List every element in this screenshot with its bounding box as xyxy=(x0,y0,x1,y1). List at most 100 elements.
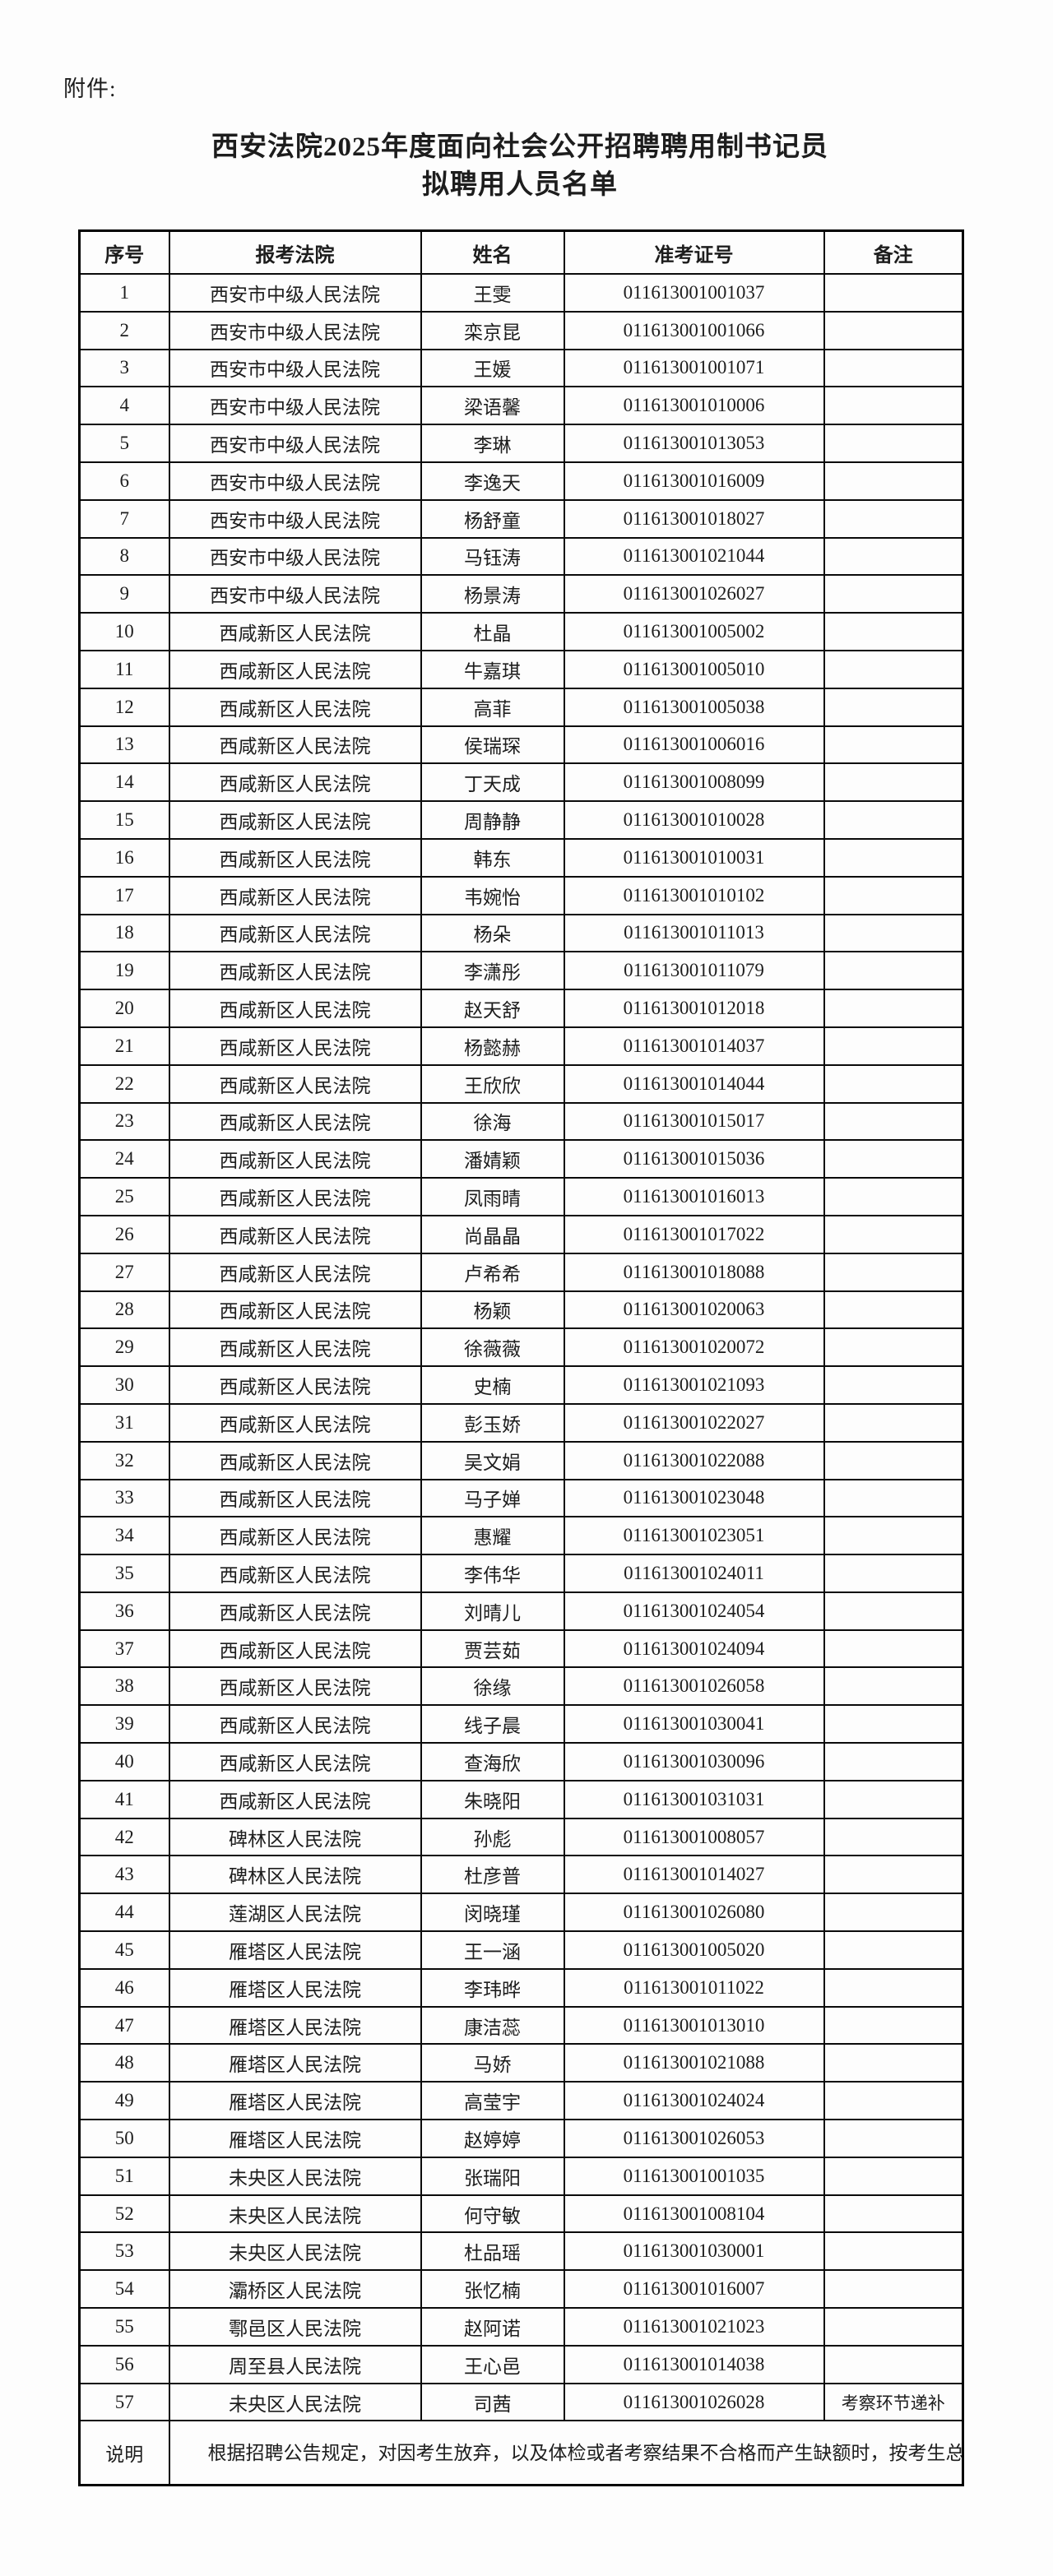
court-cell: 西咸新区人民法院 xyxy=(168,1063,422,1104)
name-cell: 卢希希 xyxy=(420,1252,565,1292)
remark-cell xyxy=(823,1290,964,1330)
name-cell: 梁语馨 xyxy=(420,386,565,426)
court-cell: 碑林区人民法院 xyxy=(168,1817,422,1857)
court-cell: 西咸新区人民法院 xyxy=(168,1742,422,1781)
table-row: 27 西咸新区人民法院 卢希希 011613001018088 xyxy=(78,1252,964,1292)
court-cell: 西咸新区人民法院 xyxy=(168,1704,422,1744)
table-row: 3 西安市中级人民法院 王媛 011613001001071 xyxy=(78,348,964,388)
table-row: 9 西安市中级人民法院 杨景涛 011613001026027 xyxy=(78,574,964,614)
table-header: 序号 报考法院 姓名 准考证号 备注 xyxy=(78,229,964,275)
name-cell: 闵晓瑾 xyxy=(420,1893,565,1933)
name-cell: 杨景涛 xyxy=(420,574,565,614)
remark-cell xyxy=(823,612,964,651)
ticket-number-cell: 011613001024024 xyxy=(563,2081,825,2121)
table-row: 55 鄠邑区人民法院 赵阿诺 011613001021023 xyxy=(78,2307,964,2347)
name-cell: 贾芸茹 xyxy=(420,1629,565,1669)
name-cell: 朱晓阳 xyxy=(420,1779,565,1819)
ticket-number-cell: 011613001030001 xyxy=(563,2231,825,2272)
ticket-number-cell: 011613001023051 xyxy=(563,1516,825,1556)
row-number-cell: 42 xyxy=(78,1817,170,1857)
table-row: 42 碑林区人民法院 孙彪 011613001008057 xyxy=(78,1817,964,1857)
ticket-number-cell: 011613001010028 xyxy=(563,800,825,840)
note-row: 说明 根据招聘公告规定，对因考生放弃，以及体检或者考察结果不合格而产生缺额时，按… xyxy=(78,2420,964,2486)
ticket-number-cell: 011613001024011 xyxy=(563,1554,825,1593)
name-cell: 王欣欣 xyxy=(420,1063,565,1104)
ticket-number-cell: 011613001008057 xyxy=(563,1817,825,1857)
remark-cell xyxy=(823,2081,964,2121)
roster-table: 序号 报考法院 姓名 准考证号 备注 1 西安市中级人民法院 王雯 011613001… xyxy=(78,229,964,2487)
remark-cell xyxy=(823,1063,964,1104)
remark-cell xyxy=(823,1817,964,1857)
row-number-cell: 28 xyxy=(78,1290,170,1330)
name-cell: 线子晨 xyxy=(420,1704,565,1744)
remark-cell xyxy=(823,1554,964,1593)
ticket-number-cell: 011613001006016 xyxy=(563,725,825,765)
ticket-number-cell: 011613001021023 xyxy=(563,2307,825,2347)
ticket-number-cell: 011613001010031 xyxy=(563,837,825,878)
table-row: 52 未央区人民法院 何守敏 011613001008104 xyxy=(78,2194,964,2234)
remark-cell xyxy=(823,2194,964,2234)
remark-cell xyxy=(823,1101,964,1142)
row-number-cell: 5 xyxy=(78,424,170,463)
name-cell: 杨懿赫 xyxy=(420,1026,565,1066)
column-header-name: 姓名 xyxy=(420,229,565,275)
court-cell: 西咸新区人民法院 xyxy=(168,1026,422,1066)
court-cell: 西安市中级人民法院 xyxy=(168,498,422,539)
row-number-cell: 14 xyxy=(78,762,170,803)
court-cell: 西咸新区人民法院 xyxy=(168,989,422,1028)
table-body: 1 西安市中级人民法院 王雯 011613001001037 2 西安市中级人民法院 栾京昆… xyxy=(78,273,964,2422)
row-number-cell: 48 xyxy=(78,2043,170,2083)
remark-cell xyxy=(823,498,964,539)
name-cell: 李玮晔 xyxy=(420,1967,565,2008)
table-row: 25 西咸新区人民法院 凤雨晴 011613001016013 xyxy=(78,1177,964,1216)
table-row: 21 西咸新区人民法院 杨懿赫 011613001014037 xyxy=(78,1026,964,1066)
court-cell: 西咸新区人民法院 xyxy=(168,1666,422,1707)
table-row: 54 灞桥区人民法院 张忆楠 011613001016007 xyxy=(78,2269,964,2310)
row-number-cell: 56 xyxy=(78,2344,170,2384)
court-cell: 西咸新区人民法院 xyxy=(168,762,422,803)
remark-cell xyxy=(823,2269,964,2310)
remark-cell xyxy=(823,1779,964,1819)
name-cell: 王媛 xyxy=(420,348,565,388)
ticket-number-cell: 011613001001071 xyxy=(563,348,825,388)
note-text: 根据招聘公告规定，对因考生放弃，以及体检或者考察结果不合格而产生缺额时，按考生总… xyxy=(168,2420,964,2486)
ticket-number-cell: 011613001016009 xyxy=(563,461,825,501)
remark-cell xyxy=(823,1591,964,1631)
name-cell: 李琳 xyxy=(420,424,565,463)
attachment-label: 附件: xyxy=(63,76,117,101)
row-number-cell: 3 xyxy=(78,348,170,388)
table-row: 31 西咸新区人民法院 彭玉娇 011613001022027 xyxy=(78,1402,964,1443)
table-row: 29 西咸新区人民法院 徐薇薇 011613001020072 xyxy=(78,1327,964,1368)
row-number-cell: 55 xyxy=(78,2307,170,2347)
remark-cell xyxy=(823,1365,964,1405)
ticket-number-cell: 011613001021044 xyxy=(563,536,825,577)
row-number-cell: 31 xyxy=(78,1402,170,1443)
remark-cell xyxy=(823,649,964,689)
court-cell: 西咸新区人民法院 xyxy=(168,1365,422,1405)
row-number-cell: 34 xyxy=(78,1516,170,1556)
row-number-cell: 35 xyxy=(78,1554,170,1593)
row-number-cell: 23 xyxy=(78,1101,170,1142)
row-number-cell: 50 xyxy=(78,2119,170,2158)
court-cell: 西咸新区人民法院 xyxy=(168,1516,422,1556)
remark-cell: 考察环节递补 xyxy=(823,2382,964,2422)
column-header-remark: 备注 xyxy=(823,229,964,275)
remark-cell xyxy=(823,2005,964,2046)
remark-cell xyxy=(823,951,964,991)
ticket-number-cell: 011613001022027 xyxy=(563,1402,825,1443)
court-cell: 西咸新区人民法院 xyxy=(168,875,422,915)
court-cell: 西咸新区人民法院 xyxy=(168,1629,422,1669)
ticket-number-cell: 011613001011079 xyxy=(563,951,825,991)
remark-cell xyxy=(823,1440,964,1480)
row-number-cell: 52 xyxy=(78,2194,170,2234)
ticket-number-cell: 011613001001037 xyxy=(563,273,825,313)
name-cell: 康洁蕊 xyxy=(420,2005,565,2046)
row-number-cell: 49 xyxy=(78,2081,170,2121)
table-row: 45 雁塔区人民法院 王一涵 011613001005020 xyxy=(78,1930,964,1970)
ticket-number-cell: 011613001001066 xyxy=(563,310,825,350)
row-number-cell: 32 xyxy=(78,1440,170,1480)
name-cell: 栾京昆 xyxy=(420,310,565,350)
row-number-cell: 46 xyxy=(78,1967,170,2008)
remark-cell xyxy=(823,989,964,1028)
row-number-cell: 15 xyxy=(78,800,170,840)
